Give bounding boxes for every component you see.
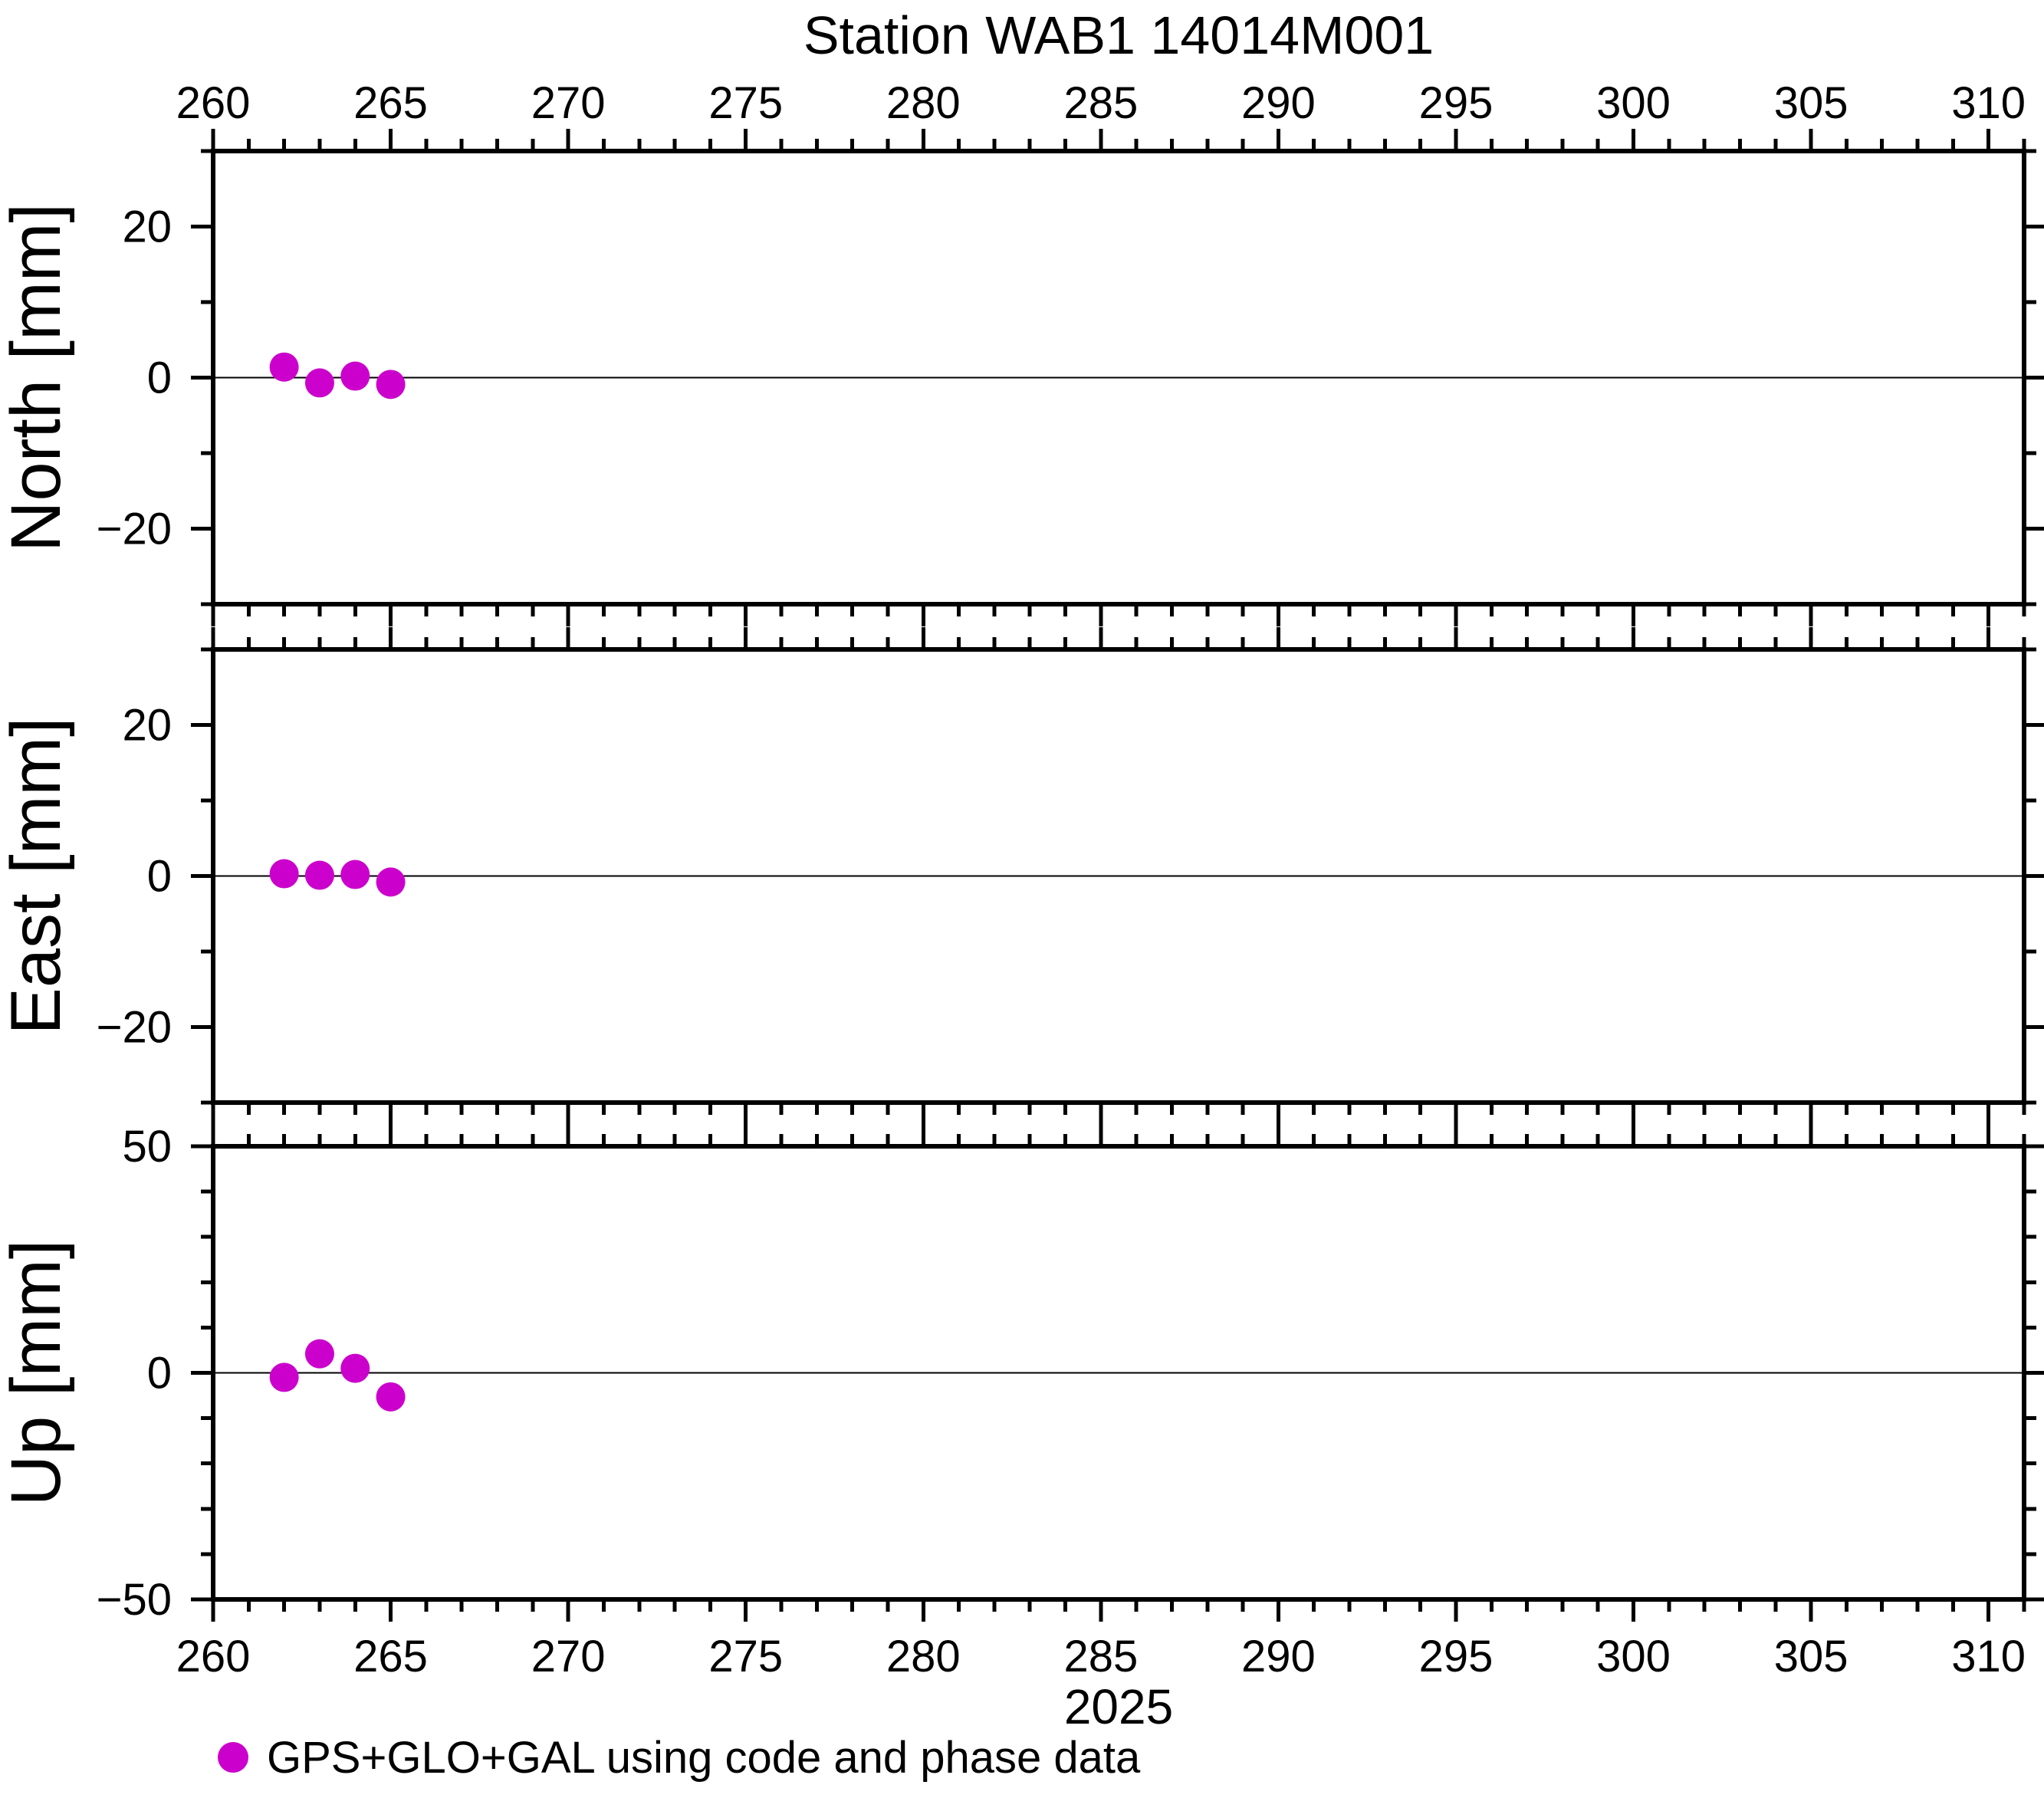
y-tick-label: 50 xyxy=(122,1122,172,1172)
x-tick-label: 300 xyxy=(1596,1632,1671,1681)
panel-frame-north xyxy=(211,149,2026,606)
panel-frame-up xyxy=(211,1144,2026,1602)
x-tick-label: 285 xyxy=(1063,78,1138,128)
data-point-east xyxy=(269,859,299,889)
y-tick-label: 20 xyxy=(122,202,172,252)
y-axis-title-north: North [mm] xyxy=(0,203,75,552)
data-point-up xyxy=(376,1382,406,1412)
x-tick-label: 265 xyxy=(353,1632,428,1681)
x-tick-label: 270 xyxy=(531,1632,606,1681)
x-tick-label: 305 xyxy=(1774,78,1848,128)
x-tick-label: 285 xyxy=(1063,1632,1138,1681)
legend: GPS+GLO+GAL using code and phase data xyxy=(218,1732,1141,1783)
y-axis-title-up: Up [mm] xyxy=(0,1240,75,1507)
x-tick-label: 295 xyxy=(1419,1632,1494,1681)
y-axis-title-east: East [mm] xyxy=(0,717,75,1034)
data-point-up xyxy=(340,1353,370,1383)
y-tick-label: 20 xyxy=(122,701,172,751)
y-tick-label: 0 xyxy=(147,1349,172,1399)
data-point-up xyxy=(269,1362,299,1392)
x-tick-label: 305 xyxy=(1774,1632,1848,1681)
data-point-east xyxy=(376,867,406,897)
x-tick-label: 280 xyxy=(886,78,961,128)
x-tick-label: 260 xyxy=(176,78,251,128)
x-tick-label: 275 xyxy=(708,1632,783,1681)
y-tick-label: −20 xyxy=(97,505,172,554)
x-tick-label: 275 xyxy=(708,78,783,128)
panel-frame-east xyxy=(211,647,2026,1105)
data-point-north xyxy=(304,368,334,398)
y-tick-label: 0 xyxy=(147,353,172,403)
data-point-up xyxy=(304,1339,334,1369)
x-tick-label: 300 xyxy=(1596,78,1671,128)
x-tick-label: 310 xyxy=(1951,78,2026,128)
data-point-north xyxy=(376,370,406,399)
x-tick-label: 295 xyxy=(1419,78,1494,128)
x-tick-label: 290 xyxy=(1241,78,1316,128)
x-axis-year-label: 2025 xyxy=(1064,1679,1173,1734)
legend-marker-dot xyxy=(218,1742,248,1773)
x-tick-label: 260 xyxy=(176,1632,251,1681)
y-tick-label: 0 xyxy=(147,852,172,902)
legend-label: GPS+GLO+GAL using code and phase data xyxy=(267,1732,1141,1783)
data-point-east xyxy=(340,860,370,889)
x-tick-label: 280 xyxy=(886,1632,961,1681)
x-tick-label: 265 xyxy=(353,78,428,128)
y-tick-label: −20 xyxy=(97,1003,172,1053)
x-tick-label: 310 xyxy=(1951,1632,2026,1681)
x-tick-label: 290 xyxy=(1241,1632,1316,1681)
data-point-north xyxy=(340,361,370,391)
data-point-east xyxy=(304,860,334,890)
y-tick-label: −50 xyxy=(97,1575,172,1625)
chart-title: Station WAB1 14014M001 xyxy=(803,5,1434,65)
x-tick-label: 270 xyxy=(531,78,606,128)
data-point-north xyxy=(269,352,299,382)
